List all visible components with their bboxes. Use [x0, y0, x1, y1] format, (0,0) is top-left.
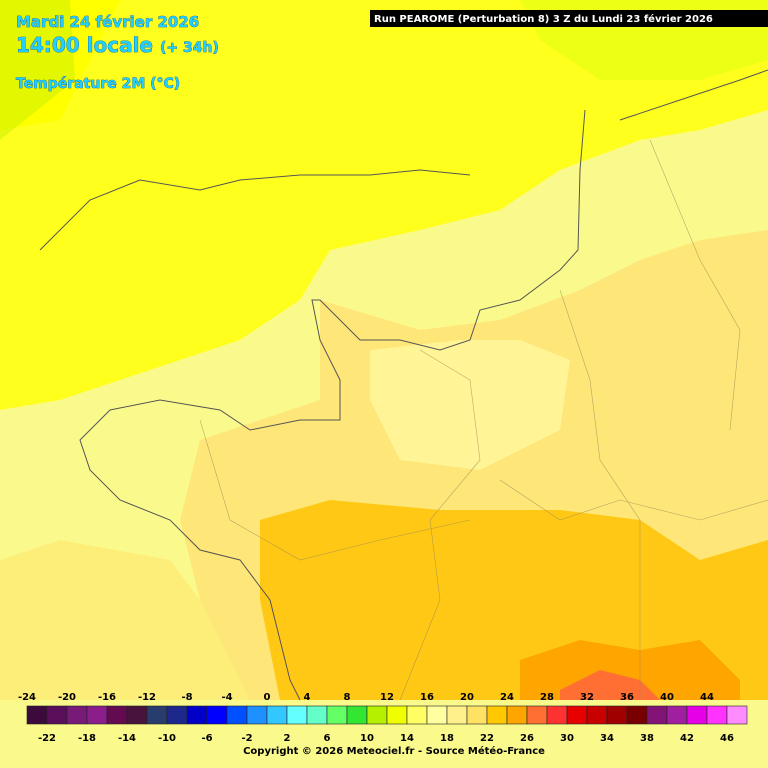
legend-swatch [706, 705, 728, 725]
legend-label: -24 [18, 692, 36, 703]
legend-label: 20 [460, 692, 474, 703]
legend-swatch [406, 705, 428, 725]
field-name: Température 2M (°C) [16, 76, 180, 92]
legend-label: -6 [201, 733, 212, 744]
legend-label: -22 [38, 733, 56, 744]
legend-label: 4 [304, 692, 311, 703]
cold-sea-zone [0, 0, 768, 410]
legend-swatch [446, 705, 468, 725]
legend-swatch [206, 705, 228, 725]
legend-label: -14 [118, 733, 136, 744]
legend-label: 34 [600, 733, 614, 744]
legend-swatch [426, 705, 448, 725]
lead-time: (+ 34h) [160, 40, 219, 56]
land-hottest [560, 670, 660, 700]
legend-label: 24 [500, 692, 514, 703]
legend-label: 26 [520, 733, 534, 744]
legend-swatch [246, 705, 268, 725]
legend-swatch [726, 705, 748, 725]
land-cool [370, 340, 570, 470]
legend-label: 2 [284, 733, 291, 744]
legend-label: 6 [324, 733, 331, 744]
legend-label: 12 [380, 692, 394, 703]
run-banner [370, 10, 768, 27]
legend-label: 36 [620, 692, 634, 703]
legend-swatch [66, 705, 88, 725]
legend-label: -4 [221, 692, 232, 703]
legend-swatch [566, 705, 588, 725]
legend-label: 32 [580, 692, 594, 703]
legend-swatch [646, 705, 668, 725]
legend-label: 14 [400, 733, 414, 744]
legend-swatch [26, 705, 48, 725]
legend-swatch [686, 705, 708, 725]
legend-swatch [186, 705, 208, 725]
legend-label: 40 [660, 692, 674, 703]
region-border [199, 139, 768, 701]
legend-label: 42 [680, 733, 694, 744]
legend-swatch [486, 705, 508, 725]
date: Mardi 24 février 2026 [16, 13, 199, 31]
legend-label: -8 [181, 692, 192, 703]
legend-swatch [626, 705, 648, 725]
legend-swatch [326, 705, 348, 725]
run-info: Run PEAROME (Perturbation 8) 3 Z du Lund… [374, 13, 713, 25]
copyright: Copyright © 2026 Meteociel.fr - Source M… [243, 745, 545, 757]
legend-swatch [606, 705, 628, 725]
legend-swatch [126, 705, 148, 725]
legend-swatch [546, 705, 568, 725]
legend-label: 0 [264, 692, 271, 703]
legend-label: 10 [360, 733, 374, 744]
legend-label: 38 [640, 733, 654, 744]
legend-label: 22 [480, 733, 494, 744]
warm-sea-zone [0, 540, 250, 700]
legend-label: 18 [440, 733, 454, 744]
legend-swatch [506, 705, 528, 725]
legend-label: 44 [700, 692, 714, 703]
legend-label: 8 [344, 692, 351, 703]
legend-swatch [386, 705, 408, 725]
legend-label: -20 [58, 692, 76, 703]
legend-swatch [86, 705, 108, 725]
legend-swatch [266, 705, 288, 725]
coastline [39, 109, 586, 701]
legend-swatch [366, 705, 388, 725]
coastline [619, 69, 768, 121]
legend-label: 16 [420, 692, 434, 703]
legend-label: -12 [138, 692, 156, 703]
legend-swatch [346, 705, 368, 725]
legend-swatch [46, 705, 68, 725]
legend-swatch [166, 705, 188, 725]
legend: -24-22-20-18-16-14-12-10-8-6-4-202468101… [18, 692, 748, 744]
legend-label: 28 [540, 692, 554, 703]
legend-swatch [666, 705, 688, 725]
legend-label: 30 [560, 733, 574, 744]
legend-swatch [586, 705, 608, 725]
legend-swatch [526, 705, 548, 725]
legend-swatch [106, 705, 128, 725]
legend-label: -16 [98, 692, 116, 703]
legend-swatch [466, 705, 488, 725]
legend-swatch [226, 705, 248, 725]
legend-label: 46 [720, 733, 734, 744]
legend-swatch [146, 705, 168, 725]
legend-label: -2 [241, 733, 252, 744]
legend-swatch [286, 705, 308, 725]
time: 14:00 locale [16, 33, 153, 57]
legend-label: -18 [78, 733, 96, 744]
green-patch [0, 0, 75, 140]
legend-label: -10 [158, 733, 176, 744]
legend-swatch [306, 705, 328, 725]
